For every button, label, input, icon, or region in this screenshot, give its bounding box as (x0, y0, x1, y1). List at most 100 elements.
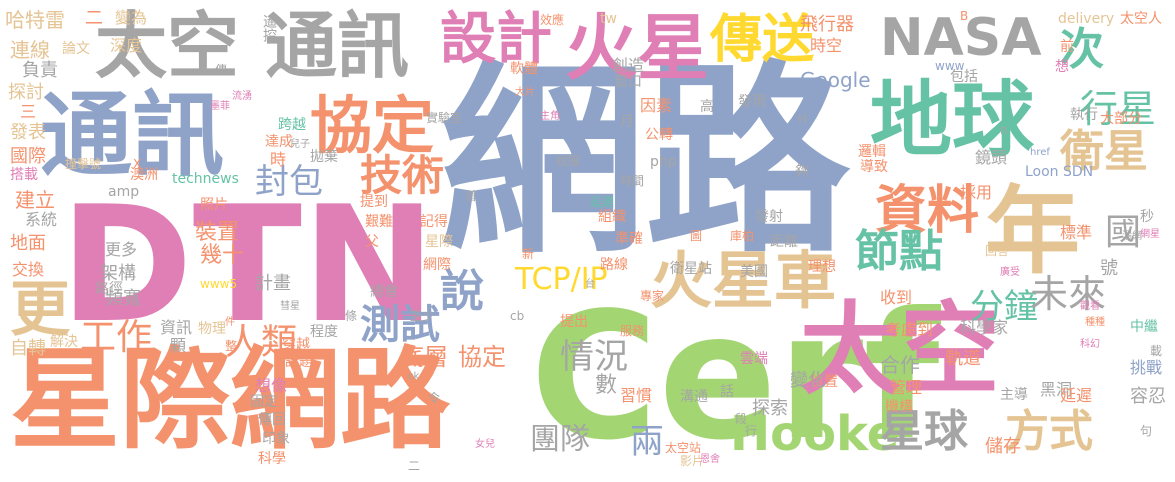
cloud-word: 團隊 (530, 422, 590, 457)
cloud-word: 架構 (100, 263, 136, 284)
cloud-word: 路徑 (95, 281, 123, 297)
cloud-word: 人類 (225, 322, 298, 363)
cloud-word: 美國 (740, 264, 768, 280)
cloud-word: 方式 (1005, 406, 1093, 457)
cloud-word: 總會 (370, 284, 398, 300)
cloud-word: 火星 (565, 6, 710, 90)
cloud-word: 雲端 (740, 351, 768, 367)
cloud-word: 記得 (420, 214, 448, 230)
cloud-word: 照片 (200, 197, 228, 213)
cloud-word: tw (600, 11, 617, 27)
cloud-word: 溝通 (680, 389, 708, 405)
cloud-word: 交換 (12, 260, 45, 279)
cloud-word: 節點 (855, 226, 943, 277)
cloud-word: 庫柏 (730, 229, 755, 243)
cloud-word: 兩 (630, 422, 664, 462)
cloud-word: 艱難 (365, 214, 393, 230)
cloud-word: 傳回 (258, 412, 286, 428)
cloud-word: 衛星 (1060, 126, 1148, 177)
cloud-word: 協定 (458, 343, 506, 371)
cloud-word: 通訊 (265, 4, 410, 88)
cloud-word: 二 (85, 8, 103, 29)
cloud-word: 合作 (880, 353, 920, 377)
cloud-word: ck (408, 371, 420, 382)
cloud-word: 發表 (10, 122, 46, 143)
cloud-word: 協定 (310, 89, 435, 162)
cloud-word: 主導 (1000, 387, 1028, 403)
cloud-word: Loon SDN (1025, 164, 1094, 180)
cloud-word: 延遲 (590, 195, 615, 209)
cloud-word: 影片 (680, 454, 705, 468)
cloud-word: 裝置 (195, 220, 240, 245)
cloud-word: 專家 (640, 289, 665, 303)
cloud-word: 情況 (560, 337, 628, 377)
cloud-word: 火星車 (650, 244, 837, 317)
cloud-word: 說 (440, 266, 484, 317)
cloud-word: www5 (200, 277, 238, 291)
cloud-word: X (133, 157, 142, 171)
cloud-word: 科學 (258, 451, 286, 467)
cloud-word: php (650, 154, 677, 170)
cloud-word: 效應 (540, 13, 565, 27)
cloud-word: 提到 (360, 194, 388, 210)
cloud-word: P (385, 127, 392, 138)
cloud-word: 星際網路 (10, 336, 450, 464)
cloud-word: 流湧 (232, 91, 252, 102)
cloud-word: 澳洲 (130, 167, 158, 183)
cloud-word: 恩舍 (700, 454, 720, 465)
cloud-word: 行星 (1080, 87, 1157, 131)
cloud-word: 導致 (860, 159, 888, 175)
cloud-word: 鏡頭 (975, 148, 1008, 167)
cloud-word: 論文 (62, 41, 90, 57)
cloud-word: delivery (1058, 11, 1115, 27)
cloud-word: Google (800, 68, 871, 92)
cloud-word: 時間 (620, 174, 645, 188)
cloud-word: 發射 (755, 209, 783, 225)
cloud-word: 話 (720, 384, 734, 400)
cloud-word: 國 (1105, 212, 1142, 253)
cloud-word: 行 (745, 424, 758, 438)
cloud-word: 科學家 (960, 318, 1009, 337)
cloud-word: 負責 (22, 60, 58, 81)
cloud-word: www (935, 59, 965, 73)
cloud-word: 主角 (540, 111, 560, 122)
cloud-word: 實驗室 (426, 111, 463, 125)
cloud-word: 太空 (800, 291, 1000, 408)
cloud-word: 新 (522, 247, 535, 261)
cloud-word: 時 (270, 150, 287, 169)
cloud-word: 飛行器 (800, 14, 854, 35)
cloud-word: 網星 (1140, 229, 1160, 240)
cloud-word: 延遲 (1060, 386, 1093, 405)
cloud-word: 工作 (80, 317, 153, 358)
cloud-word: 容忍 (1130, 386, 1166, 407)
cloud-word: 系統 (25, 210, 58, 229)
cloud-word: 網路 (440, 43, 850, 281)
cloud-word: 圖 (690, 229, 703, 243)
cloud-word: 路線 (600, 257, 628, 273)
cloud-word: 跨越 (278, 117, 306, 133)
cloud-word: NASA (880, 8, 1042, 68)
cloud-word: 邏輯 (858, 144, 886, 160)
cloud-word: 印象 (262, 431, 290, 447)
cloud-word: 想 (1055, 59, 1069, 75)
cloud-word: 探討 (8, 82, 44, 103)
cloud-word: 探索 (752, 398, 788, 419)
cloud-word: 採用 (960, 183, 993, 202)
cloud-word: 提出 (560, 314, 588, 330)
cloud-word: 大片 (515, 87, 535, 98)
cloud-word: 中繼 (1130, 319, 1158, 335)
cloud-word: 管理 (890, 378, 923, 397)
cloud-word: 距離 (770, 234, 798, 250)
cloud-word: 頻寬 (105, 288, 141, 309)
cloud-word: 軟體 (510, 61, 538, 77)
cloud-word: 條 (345, 309, 358, 323)
cloud-word: 資訊 (160, 318, 193, 337)
cloud-word: 建立 (15, 188, 55, 212)
cloud-word: 自轉 (10, 338, 46, 359)
cloud-word: 地面 (10, 233, 46, 254)
cloud-word: B (960, 9, 969, 23)
cloud-word: H (798, 112, 808, 126)
cloud-word: 網際 (423, 257, 451, 273)
cloud-word: 句 (1140, 424, 1153, 438)
